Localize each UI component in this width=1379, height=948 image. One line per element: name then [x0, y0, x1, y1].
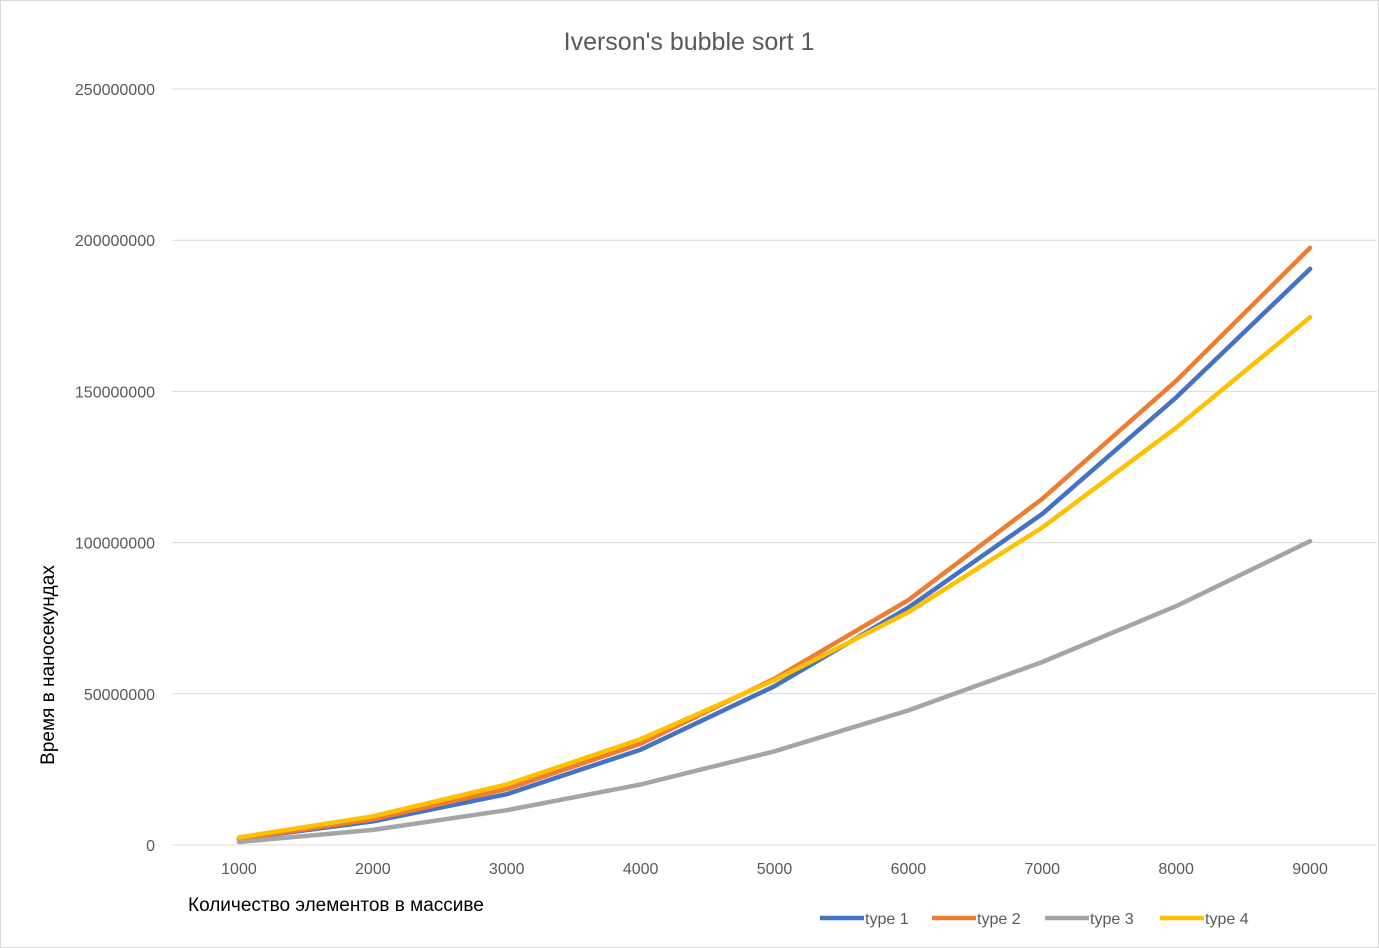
x-tick-label: 5000	[757, 861, 793, 878]
y-axis-ticks: 0 50000000 100000000 150000000 200000000 2500…	[75, 82, 155, 855]
legend-item: type 1	[820, 911, 909, 928]
x-axis-label: Количество элементов в массиве	[188, 895, 484, 916]
legend-label: type 4	[1205, 911, 1249, 928]
x-axis-ticks: 1000 2000 3000 4000 5000 6000 7000 8000 9000	[221, 861, 1328, 878]
y-tick-label: 50000000	[84, 687, 155, 704]
x-tick-label: 8000	[1158, 861, 1194, 878]
legend-label: type 1	[865, 911, 909, 928]
legend-label: type 3	[1090, 911, 1134, 928]
legend: type 1 type 2 type 3 type 4	[820, 911, 1249, 928]
x-tick-label: 6000	[891, 861, 927, 878]
series-lines	[236, 245, 1313, 845]
x-tick-label: 7000	[1024, 861, 1060, 878]
legend-item: type 4	[1160, 911, 1249, 928]
y-axis-label: Время в наносекундах	[38, 565, 59, 765]
y-tick-label: 150000000	[75, 384, 155, 401]
x-tick-label: 2000	[355, 861, 391, 878]
y-tick-label: 200000000	[75, 233, 155, 250]
series-line-type-4	[236, 315, 1313, 840]
x-tick-label: 4000	[623, 861, 659, 878]
legend-label: type 2	[977, 911, 1021, 928]
series-line-type-3	[236, 538, 1313, 845]
gridlines	[172, 88, 1377, 846]
legend-item: type 2	[932, 911, 1021, 928]
y-tick-label: 100000000	[75, 536, 155, 553]
x-tick-label: 3000	[489, 861, 525, 878]
chart-title: Iverson's bubble sort 1	[564, 28, 815, 56]
x-tick-label: 1000	[221, 861, 257, 878]
series-line-type-1	[236, 266, 1313, 842]
legend-item: type 3	[1045, 911, 1134, 928]
y-tick-label: 250000000	[75, 82, 155, 99]
x-tick-label: 9000	[1292, 861, 1328, 878]
y-tick-label: 0	[146, 838, 155, 855]
